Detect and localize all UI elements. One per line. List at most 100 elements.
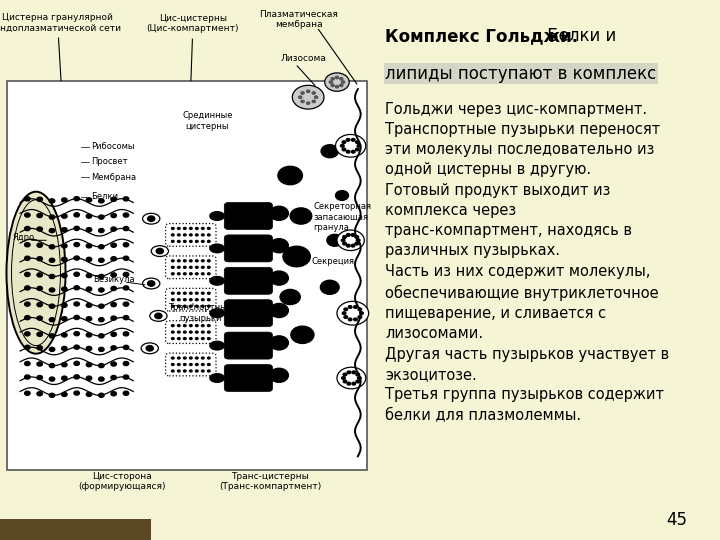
Circle shape — [196, 292, 198, 294]
Circle shape — [196, 260, 198, 262]
Circle shape — [178, 260, 180, 262]
Circle shape — [184, 370, 186, 372]
Circle shape — [111, 213, 117, 218]
Circle shape — [171, 325, 174, 327]
Circle shape — [171, 370, 174, 372]
Circle shape — [86, 333, 91, 337]
Circle shape — [123, 302, 129, 306]
FancyBboxPatch shape — [225, 267, 272, 294]
Circle shape — [24, 242, 30, 247]
Circle shape — [37, 227, 42, 231]
Circle shape — [320, 280, 339, 294]
Circle shape — [24, 361, 30, 366]
Circle shape — [86, 273, 91, 278]
Circle shape — [196, 357, 198, 359]
Circle shape — [301, 100, 304, 103]
Circle shape — [178, 299, 180, 301]
Circle shape — [24, 345, 30, 349]
Circle shape — [62, 376, 67, 380]
Circle shape — [337, 367, 366, 389]
Circle shape — [351, 244, 355, 247]
Circle shape — [24, 375, 30, 379]
Circle shape — [189, 357, 192, 359]
Circle shape — [62, 303, 67, 307]
Circle shape — [207, 273, 210, 275]
Circle shape — [24, 256, 30, 260]
Circle shape — [49, 245, 55, 249]
Circle shape — [189, 299, 192, 301]
Circle shape — [189, 266, 192, 268]
Circle shape — [37, 256, 42, 261]
Text: Цис-цистерны
(Цис-компартмент): Цис-цистерны (Цис-компартмент) — [147, 14, 239, 81]
Circle shape — [307, 90, 310, 92]
Circle shape — [351, 150, 355, 153]
Circle shape — [341, 377, 346, 379]
Circle shape — [184, 363, 186, 366]
Circle shape — [123, 272, 129, 276]
FancyBboxPatch shape — [166, 353, 216, 376]
Circle shape — [280, 289, 300, 305]
Circle shape — [111, 197, 117, 201]
Circle shape — [331, 84, 334, 86]
Circle shape — [184, 234, 186, 236]
Circle shape — [99, 258, 104, 262]
Text: Просвет: Просвет — [91, 158, 127, 166]
Circle shape — [49, 318, 55, 322]
Circle shape — [49, 288, 55, 292]
Circle shape — [196, 234, 198, 236]
Circle shape — [62, 227, 67, 232]
Ellipse shape — [143, 213, 160, 224]
Circle shape — [171, 260, 174, 262]
Text: Ядро: Ядро — [13, 233, 35, 242]
Circle shape — [189, 305, 192, 307]
Circle shape — [74, 272, 79, 276]
Circle shape — [196, 305, 198, 307]
Circle shape — [37, 302, 42, 307]
Circle shape — [62, 392, 67, 396]
Circle shape — [49, 215, 55, 219]
Circle shape — [358, 316, 361, 319]
Circle shape — [356, 380, 359, 383]
Circle shape — [269, 239, 288, 253]
Circle shape — [49, 363, 55, 368]
Text: Цистерна гранулярной
эндоплазматической сети: Цистерна гранулярной эндоплазматической … — [0, 13, 121, 81]
Circle shape — [357, 377, 361, 379]
Circle shape — [178, 227, 180, 230]
Bar — [7, 81, 367, 470]
Circle shape — [111, 286, 117, 291]
Circle shape — [269, 336, 288, 350]
Ellipse shape — [12, 200, 60, 346]
Circle shape — [207, 325, 210, 327]
Circle shape — [86, 214, 91, 218]
Circle shape — [62, 346, 67, 350]
FancyBboxPatch shape — [225, 202, 272, 230]
Text: липиды поступают в комплекс: липиды поступают в комплекс — [385, 65, 657, 83]
Text: Цис-сторона
(формирующаяся): Цис-сторона (формирующаяся) — [78, 472, 166, 491]
Circle shape — [207, 331, 210, 333]
Circle shape — [327, 234, 343, 246]
Circle shape — [86, 362, 91, 367]
Circle shape — [86, 227, 91, 232]
Circle shape — [111, 273, 117, 277]
Circle shape — [343, 373, 347, 376]
Circle shape — [342, 148, 346, 151]
Circle shape — [340, 84, 343, 86]
Circle shape — [184, 357, 186, 359]
Ellipse shape — [141, 343, 158, 354]
Circle shape — [283, 246, 310, 267]
Circle shape — [178, 338, 180, 340]
Text: Комплекс Гольджи.: Комплекс Гольджи. — [385, 27, 578, 45]
Circle shape — [24, 286, 30, 290]
Circle shape — [74, 361, 79, 366]
Circle shape — [356, 141, 359, 144]
Circle shape — [49, 334, 55, 338]
Circle shape — [351, 234, 355, 237]
Circle shape — [123, 197, 129, 201]
Circle shape — [315, 96, 318, 98]
Text: Транспортные
пузырьки: Транспортные пузырьки — [168, 303, 232, 323]
Circle shape — [178, 325, 180, 327]
Circle shape — [312, 100, 315, 103]
Circle shape — [99, 199, 104, 203]
Circle shape — [99, 318, 104, 322]
Circle shape — [171, 240, 174, 242]
